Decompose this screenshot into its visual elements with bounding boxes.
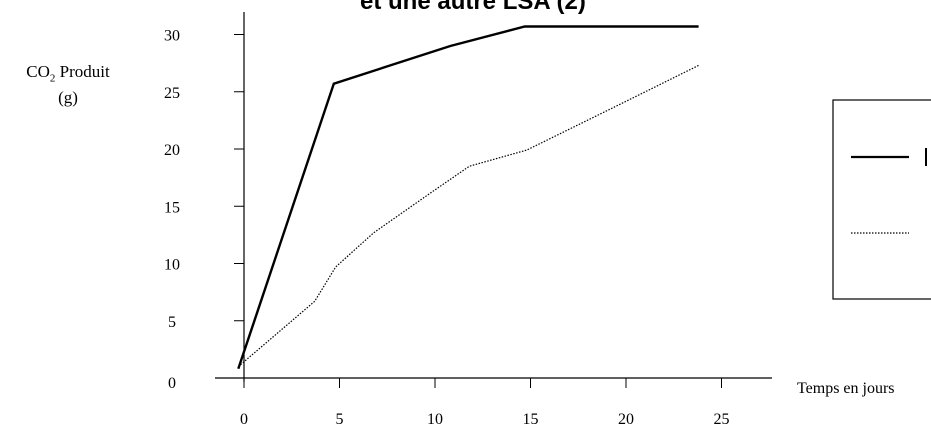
x-tick-label: 0: [240, 411, 248, 428]
x-axis-label: Temps en jours: [797, 380, 895, 397]
legend-box: [832, 99, 931, 300]
y-axis-label-subscript: 2: [49, 72, 56, 85]
x-tick-label: 15: [523, 411, 539, 428]
chart-axes: 0 5 10 15 20 25 30 0 5 10 15 20 25: [164, 12, 772, 428]
y-tick-label: 25: [164, 85, 180, 102]
y-tick-label: 20: [164, 142, 180, 159]
y-tick-label: 5: [168, 314, 176, 331]
y-axis-label-co: CO: [26, 62, 50, 81]
series-line-solid: [237, 25, 699, 370]
y-axis-label-unit: (g): [58, 88, 78, 108]
y-axis-label: CO2 Produit (g): [8, 62, 128, 108]
legend: [832, 99, 931, 300]
y-axis-label-produit: Produit: [55, 62, 110, 81]
series-layer: [237, 25, 699, 370]
x-tick-label: 10: [427, 411, 443, 428]
chart-title: et une autre LSA (2): [360, 0, 586, 15]
x-tick-label: 20: [618, 411, 634, 428]
x-tick-label: 25: [714, 411, 730, 428]
y-tick-label: 0: [168, 375, 176, 392]
legend-label-fragment: [925, 148, 927, 166]
y-tick-label: 30: [164, 28, 180, 45]
x-tick-label: 5: [336, 411, 344, 428]
series-line-dotted: [237, 64, 699, 368]
y-tick-label: 10: [164, 257, 180, 274]
y-tick-label: 15: [164, 199, 180, 216]
